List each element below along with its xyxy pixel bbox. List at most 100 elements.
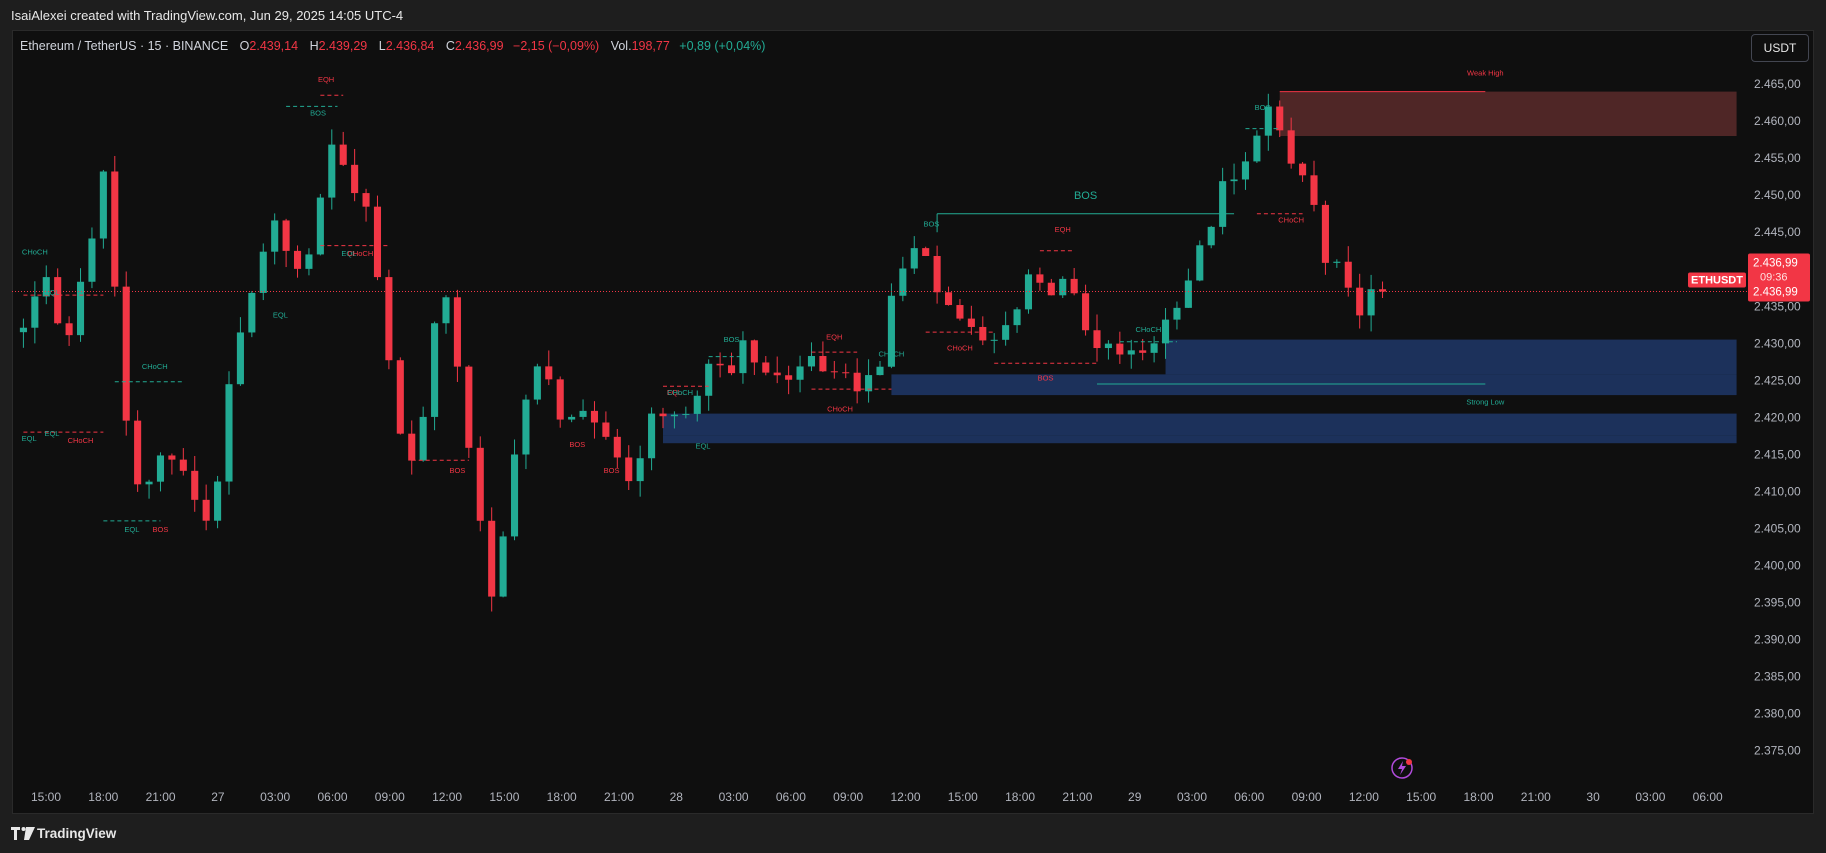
x-axis-tick-label: 28 <box>670 790 684 804</box>
candle-body <box>259 251 267 293</box>
smc-label: EQH <box>1055 225 1071 234</box>
candle-body <box>1139 350 1147 353</box>
x-axis-tick-label: 15:00 <box>1406 790 1436 804</box>
y-axis-tick-label: 2.425,00 <box>1754 373 1801 387</box>
candle-body <box>739 340 747 374</box>
candle-body <box>636 458 644 482</box>
candle-body <box>179 459 187 471</box>
candle-body <box>830 371 838 373</box>
candle-body <box>602 422 610 437</box>
candle-body <box>1207 226 1215 246</box>
candle-body <box>271 220 279 252</box>
candle-body <box>899 268 907 296</box>
smc-label: EQL <box>124 525 139 534</box>
y-axis-tick-label: 2.375,00 <box>1754 743 1801 757</box>
y-axis-tick-label: 2.410,00 <box>1754 484 1801 498</box>
candle-body <box>944 292 953 306</box>
open-label: O <box>239 39 250 53</box>
y-axis-tick-label: 2.450,00 <box>1754 188 1801 202</box>
candle-body <box>248 292 256 333</box>
candle-body <box>1116 343 1124 355</box>
smc-label: CHoCH <box>947 344 973 353</box>
candle-body <box>1013 309 1021 326</box>
x-axis-tick-label: 03:00 <box>1635 790 1665 804</box>
open-value: 2.439,14 <box>249 39 299 53</box>
candle-body <box>65 323 73 336</box>
candle-body <box>1276 106 1284 131</box>
credit-text: IsaiAlexei created with TradingView.com,… <box>11 8 404 23</box>
candle-body <box>1310 175 1318 205</box>
candle-body <box>442 297 450 324</box>
candle-body <box>214 481 222 521</box>
candle-body <box>613 436 621 458</box>
x-axis-tick-label: 12:00 <box>1349 790 1379 804</box>
notification-dot-icon <box>1406 759 1412 765</box>
candle-body <box>396 360 404 434</box>
lightning-icon[interactable] <box>1391 757 1413 779</box>
candle-body <box>305 254 313 269</box>
smc-label: EQL <box>667 388 682 397</box>
smc-label: EQL <box>22 434 37 443</box>
candle-body <box>796 366 804 380</box>
candle-body <box>1196 245 1204 281</box>
candle-body <box>933 256 941 293</box>
smc-label: BOS <box>569 440 585 449</box>
x-axis-tick-label: 29 <box>1128 790 1142 804</box>
tradingview-brand[interactable]: TradingView <box>37 826 117 841</box>
candle-body <box>1184 280 1192 308</box>
smc-label: CHoCH <box>827 404 853 413</box>
candle-body <box>750 340 758 363</box>
smc-label: EQL <box>44 288 59 297</box>
candle-body <box>385 277 393 361</box>
candle-body <box>807 356 816 367</box>
x-axis-tick-label: 18:00 <box>1463 790 1493 804</box>
candle-body <box>705 363 713 396</box>
y-axis-tick-label: 2.430,00 <box>1754 336 1801 350</box>
structure-label: Weak High <box>1467 68 1504 77</box>
close-label: C <box>445 39 455 53</box>
candle-body <box>1241 161 1250 180</box>
symbol-name[interactable]: Ethereum / TetherUS · 15 · BINANCE <box>20 39 229 53</box>
candle-body <box>293 250 302 269</box>
low-value: 2.436,84 <box>385 39 435 53</box>
candle-body <box>122 286 130 421</box>
x-axis-tick-label: 21:00 <box>1062 790 1092 804</box>
candle-body <box>316 197 324 255</box>
x-axis-tick-label: 18:00 <box>1005 790 1035 804</box>
smc-label: BOS <box>310 108 326 117</box>
candle-body <box>910 248 918 269</box>
candle-body <box>659 413 667 417</box>
candle-body <box>1219 181 1227 227</box>
candle-body <box>373 206 382 278</box>
low-label: L <box>378 39 386 53</box>
currency-button[interactable]: USDT <box>1751 34 1809 62</box>
y-axis-tick-label: 2.445,00 <box>1754 225 1801 239</box>
x-axis-tick-label: 30 <box>1586 790 1600 804</box>
candle-body <box>225 384 233 482</box>
x-axis-tick-label: 06:00 <box>317 790 347 804</box>
candle-body <box>339 144 347 165</box>
candle-body <box>990 339 998 341</box>
current-price-tag <box>1748 253 1810 302</box>
x-axis-tick-label: 03:00 <box>1177 790 1207 804</box>
change-value: −2,15 (−0,09%) <box>513 39 600 53</box>
candle-body <box>545 366 553 380</box>
close-value: 2.436,99 <box>454 39 504 53</box>
candle-body <box>979 326 987 341</box>
candle-body <box>568 416 576 420</box>
candle-body <box>191 470 199 500</box>
x-axis-tick-label: 15:00 <box>948 790 978 804</box>
candle-body <box>431 323 439 417</box>
candle-body <box>328 144 336 198</box>
candle-body <box>648 413 656 459</box>
candle-body <box>1378 289 1387 292</box>
symbol-legend: Ethereum / TetherUS · 15 · BINANCE O2.43… <box>20 39 765 53</box>
smc-label: BOS <box>449 466 465 475</box>
tradingview-logo-icon <box>11 827 35 840</box>
x-axis-tick-label: 15:00 <box>31 790 61 804</box>
candle-body <box>579 410 587 417</box>
x-axis-tick-label: 27 <box>211 790 225 804</box>
current-price-value: 2.436,99 <box>1753 258 1798 270</box>
smc-label: CHoCH <box>1278 216 1304 225</box>
